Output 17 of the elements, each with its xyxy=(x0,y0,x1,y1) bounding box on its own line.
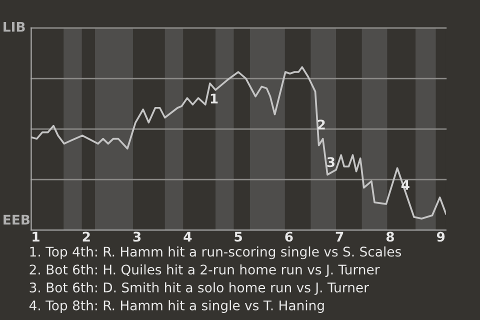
x-tick-label: 9 xyxy=(436,232,445,242)
x-tick-label: 6 xyxy=(285,232,293,242)
x-tick-label: 3 xyxy=(133,232,141,242)
text: LIB xyxy=(4,22,25,32)
annotation: 1 xyxy=(210,94,218,104)
text: 2. Bot 6th: H. Quiles hit a 2-run home run vs J. Turner xyxy=(30,264,380,277)
x-tick-label: 8 xyxy=(386,232,394,242)
x-tick-label: 1 xyxy=(32,232,40,242)
text: 1. Top 4th: R. Hamm hit a run-scoring single vs S. Scales xyxy=(30,246,402,260)
text: 4. Top 8th: R. Hamm hit a single vs T. Haning xyxy=(29,300,324,313)
x-tick-label: 2 xyxy=(82,232,90,242)
x-tick-label: 7 xyxy=(336,232,344,242)
x-tick-label: 5 xyxy=(234,232,242,242)
text: 3. Bot 6th: D. Smith hit a solo home run vs J. Turner xyxy=(30,282,369,295)
x-tick-label: 4 xyxy=(184,232,192,242)
text: EEB xyxy=(4,214,30,224)
annotation: 3 xyxy=(327,157,335,168)
